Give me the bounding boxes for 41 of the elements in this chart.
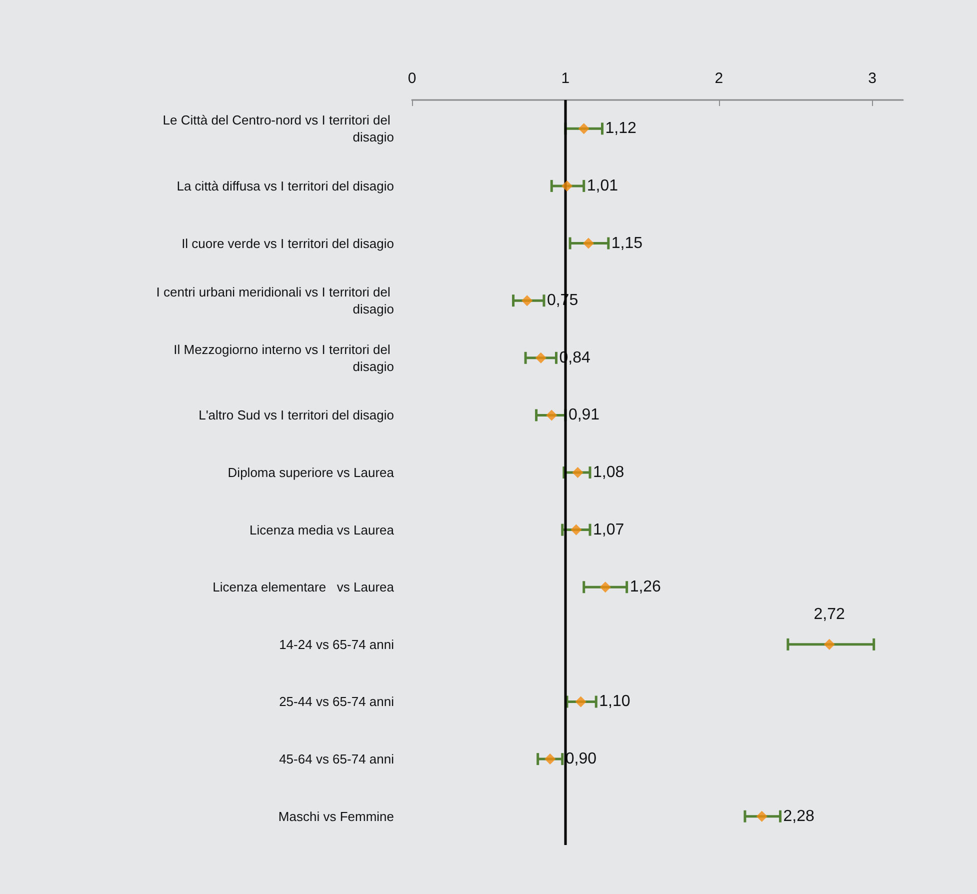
x-tick-label: 1 xyxy=(561,70,570,87)
data-label: 1,08 xyxy=(592,464,624,481)
point xyxy=(824,638,835,650)
data-label: 0,90 xyxy=(565,750,597,768)
y-tick-label: Diploma superiore vs Laurea xyxy=(228,465,395,480)
y-tick-label: Licenza media vs Laurea xyxy=(249,522,395,538)
y-tick-label: Il cuore verde vs I territori del disagio xyxy=(182,236,394,251)
y-tick-label: L'altro Sud vs I territori del disagio xyxy=(198,408,394,423)
point xyxy=(756,810,768,822)
data-label: 1,01 xyxy=(586,177,618,194)
point xyxy=(578,123,590,134)
point xyxy=(561,180,572,192)
y-tick-label: Licenza elementare vs Laurea xyxy=(212,580,395,595)
point xyxy=(572,467,584,478)
data-label: 1,12 xyxy=(605,120,637,138)
point xyxy=(570,524,582,536)
data-label: 2,72 xyxy=(814,606,846,623)
x-tick-label: 0 xyxy=(408,70,416,87)
point xyxy=(582,238,594,249)
y-tick-label: La città diffusa vs I territori del disagio xyxy=(176,178,394,194)
point xyxy=(522,295,533,306)
y-tick-label: Le Città del Centro-nord vs I territori del disagio xyxy=(162,112,394,145)
y-tick-label: Il Mezzogiorno interno vs I territori del disagio xyxy=(174,342,394,374)
x-tick-label: 3 xyxy=(868,70,876,87)
y-tick-label: 14-24 vs 65-74 anni xyxy=(279,636,394,652)
x-tick-label: 2 xyxy=(714,70,724,87)
y-tick-label: 45-64 vs 65-74 anni xyxy=(279,752,394,767)
data-label: 2,28 xyxy=(783,808,814,825)
point xyxy=(546,410,558,421)
y-tick-label: 25-44 vs 65-74 anni xyxy=(279,694,394,710)
data-label: 0,91 xyxy=(568,406,600,424)
data-label: 1,15 xyxy=(611,234,643,252)
point xyxy=(535,352,546,364)
y-tick-label: Maschi vs Femmine xyxy=(278,808,394,824)
data-label: 1,10 xyxy=(599,693,630,710)
point xyxy=(600,582,611,593)
point xyxy=(544,754,556,765)
y-tick-label: I centri urbani meridionali vs I territori del disagio xyxy=(156,284,394,317)
data-label: 1,26 xyxy=(630,578,662,596)
point xyxy=(575,696,586,708)
data-label: 1,07 xyxy=(592,521,624,538)
